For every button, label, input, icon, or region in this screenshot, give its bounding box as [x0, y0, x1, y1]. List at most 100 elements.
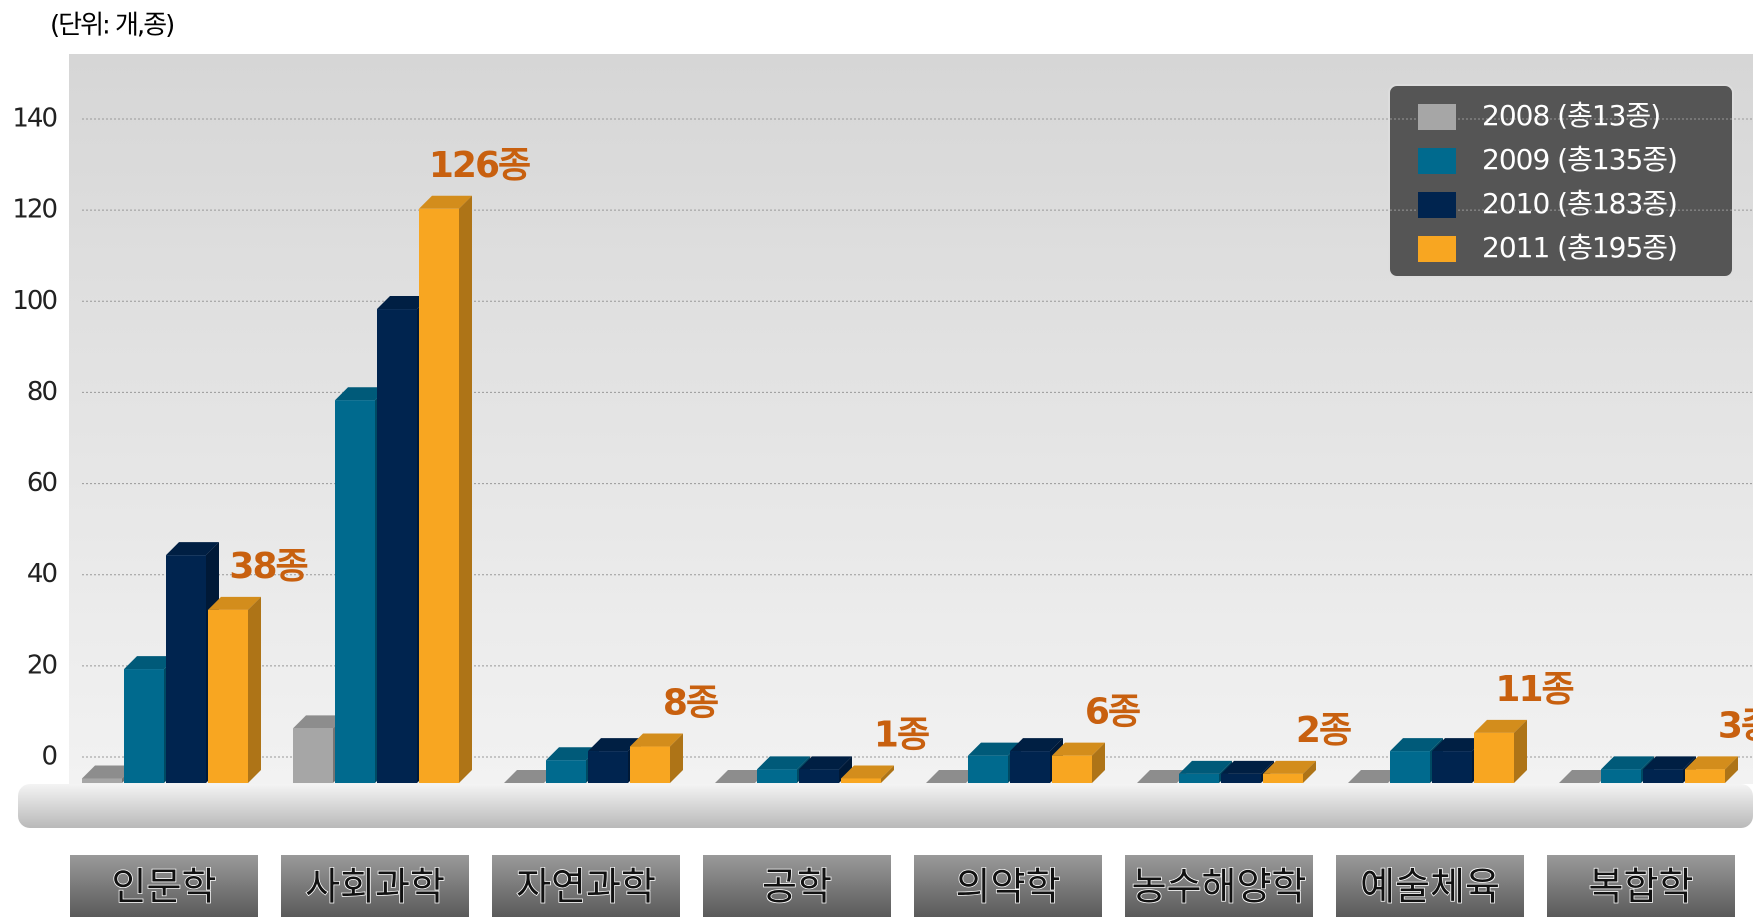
category-box: [492, 855, 680, 917]
legend: [1388, 84, 1734, 278]
bar-top: [293, 715, 346, 729]
bar: [757, 769, 797, 783]
category-box: [70, 855, 258, 917]
bar: [1643, 769, 1683, 783]
bar: [82, 778, 122, 783]
x-tick-label: 자연과학: [516, 865, 656, 909]
bar-top: [757, 756, 810, 770]
data-label: 3종: [1718, 705, 1753, 746]
data-label: 2종: [1296, 710, 1351, 751]
bar-side: [881, 765, 894, 783]
bar-side: [839, 756, 852, 783]
bar-top: [335, 387, 388, 401]
bar: [124, 669, 164, 783]
legend-label: 2010 (총183종): [1482, 187, 1677, 220]
legend-swatch: [1418, 236, 1456, 262]
legend-swatch: [1418, 104, 1456, 130]
data-label: 11종: [1495, 669, 1573, 710]
category-box: [914, 855, 1102, 917]
bar-top: [1643, 756, 1696, 770]
legend-label: 2009 (총135종): [1482, 143, 1677, 176]
bar-top: [82, 765, 135, 779]
x-tick-label: 사회과학: [305, 865, 445, 909]
y-tick-label: 0: [41, 742, 56, 772]
bar-top: [1474, 719, 1527, 733]
category-box: [703, 855, 891, 917]
data-label: 38종: [229, 546, 307, 587]
data-label: 1종: [874, 714, 929, 755]
unit-label: (단위: 개,종): [50, 11, 173, 41]
bar: [419, 208, 459, 784]
data-label: 126종: [429, 145, 530, 186]
bar: [377, 309, 417, 783]
bar: [1010, 751, 1050, 783]
bar: [1601, 769, 1641, 783]
x-tick-label: 복합학: [1589, 865, 1694, 909]
bar-top: [1390, 738, 1443, 752]
bar-top: [1348, 770, 1401, 783]
category-box: [281, 855, 469, 917]
bar-side: [1303, 760, 1316, 783]
y-tick-label: 20: [27, 650, 57, 680]
bar-side: [1725, 756, 1738, 783]
bar-top: [504, 770, 557, 783]
bar-top: [1685, 756, 1738, 770]
y-tick-label: 140: [12, 104, 56, 134]
bar-side: [248, 596, 261, 783]
bar: [841, 778, 881, 783]
bar: [1390, 751, 1430, 783]
bar-top: [1432, 738, 1485, 752]
y-tick-label: 80: [27, 377, 57, 407]
legend-label: 2011 (총195종): [1482, 231, 1677, 264]
bar: [335, 400, 375, 783]
bar-top: [377, 296, 430, 310]
bar-top: [208, 596, 261, 610]
bar: [1685, 769, 1725, 783]
bar: [166, 555, 206, 783]
bar: [630, 746, 670, 783]
bar-top: [546, 747, 599, 761]
legend-label: 2008 (총13종): [1482, 99, 1660, 132]
bar-side: [1514, 719, 1527, 783]
bar-side: [1092, 742, 1105, 783]
bar-top: [1559, 770, 1612, 783]
bar: [588, 751, 628, 783]
bar: [799, 769, 839, 783]
bar: [1221, 773, 1261, 783]
bar: [208, 609, 248, 783]
bar-top: [419, 195, 472, 209]
bar-top: [715, 770, 768, 783]
bar-top: [166, 542, 219, 556]
bar-top: [1221, 760, 1274, 774]
y-tick-label: 120: [12, 195, 56, 225]
bar: [1052, 755, 1092, 783]
category-box: [1336, 855, 1524, 917]
x-tick-label: 공학: [762, 865, 832, 909]
bar-top: [799, 756, 852, 770]
bar: [968, 755, 1008, 783]
bar-top: [588, 738, 641, 752]
data-label: 6종: [1085, 692, 1140, 733]
bar-top: [630, 733, 683, 747]
bar-top: [124, 656, 177, 670]
bar-side: [459, 195, 472, 784]
legend-swatch: [1418, 192, 1456, 218]
x-tick-label: 인문학: [112, 865, 217, 909]
platform: [18, 784, 1753, 828]
bar: [293, 728, 333, 783]
bar-top: [841, 765, 894, 779]
bar-top: [1179, 760, 1232, 774]
y-tick-label: 60: [27, 468, 57, 498]
x-tick-label: 의약학: [956, 865, 1061, 909]
y-tick-label: 100: [12, 286, 56, 316]
data-label: 8종: [663, 683, 718, 724]
legend-swatch: [1418, 148, 1456, 174]
bar: [1263, 773, 1303, 783]
bar-top: [1601, 756, 1654, 770]
x-tick-label: 농수해양학: [1132, 865, 1307, 909]
bar-top: [1010, 738, 1063, 752]
bar: [1179, 773, 1219, 783]
bar-top: [1137, 770, 1190, 783]
y-tick-label: 40: [27, 559, 57, 589]
